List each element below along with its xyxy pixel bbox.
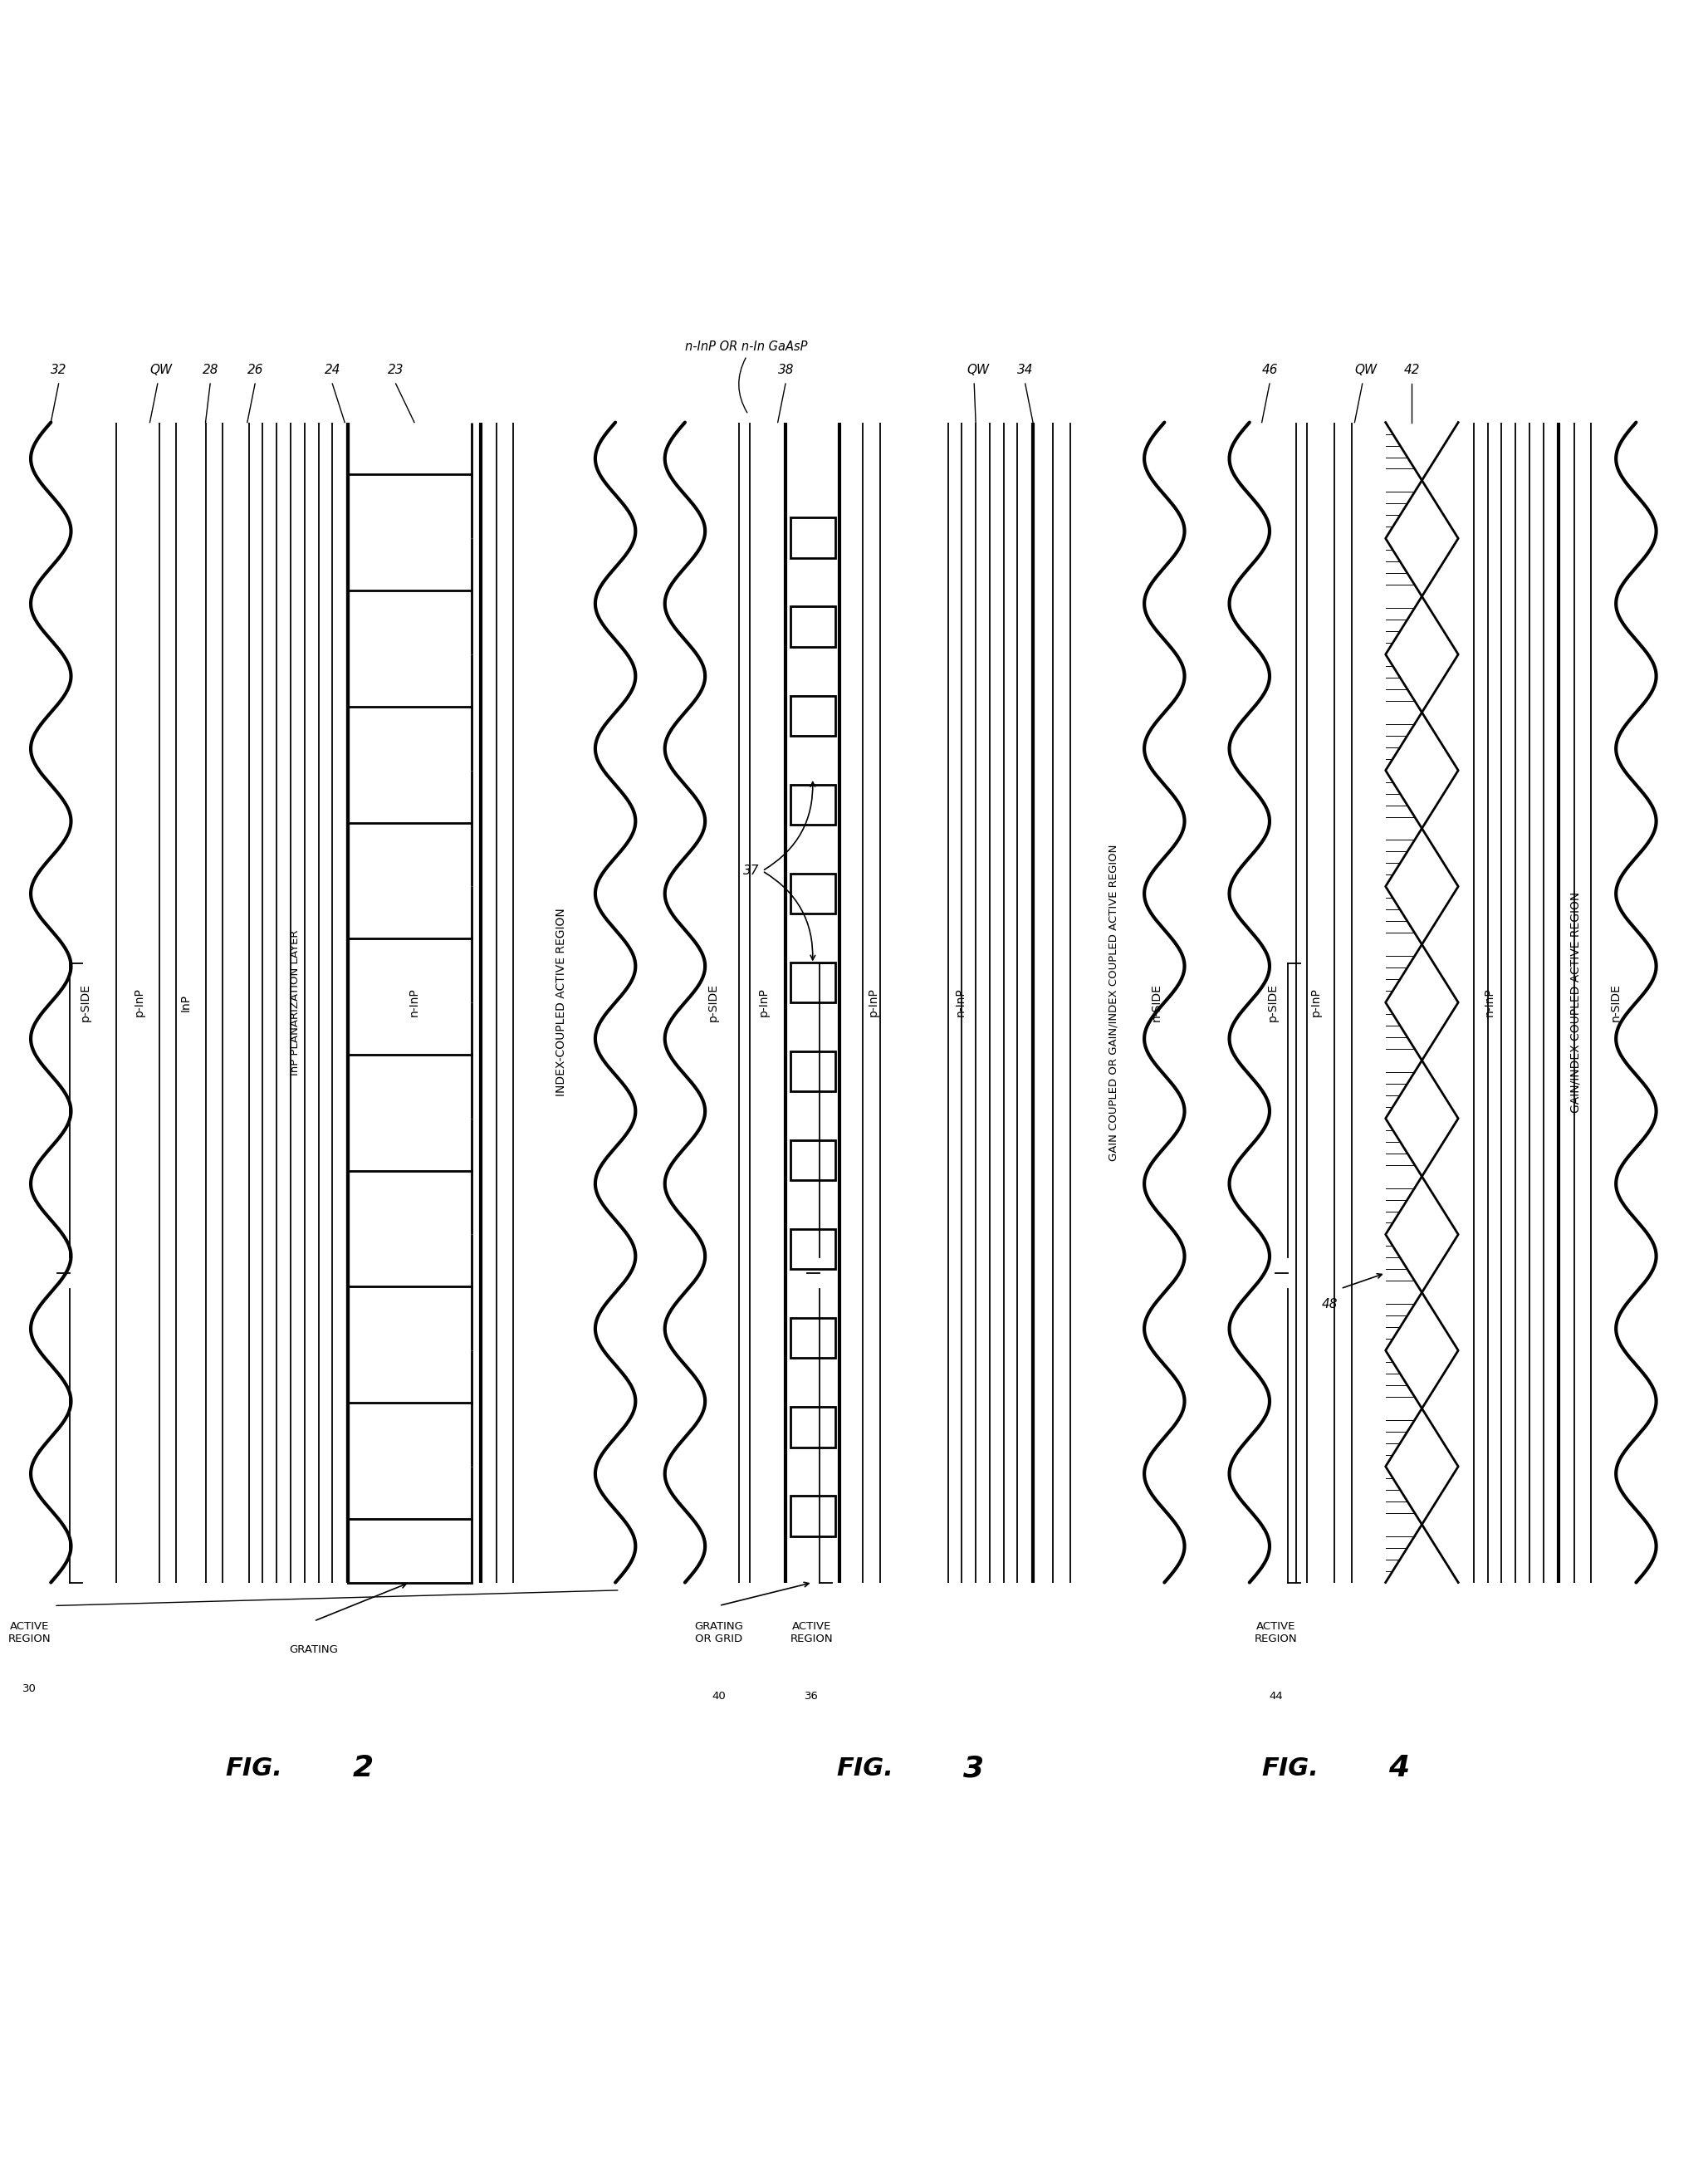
Text: p-InP: p-InP bbox=[1310, 987, 1322, 1018]
Text: 48: 48 bbox=[1322, 1298, 1337, 1309]
Text: FIG.: FIG. bbox=[225, 1755, 284, 1779]
Text: 28: 28 bbox=[203, 363, 219, 376]
Text: p-InP: p-InP bbox=[758, 987, 770, 1018]
Text: 46: 46 bbox=[1262, 363, 1278, 376]
Bar bbox=[791, 607, 835, 646]
Text: 4: 4 bbox=[1389, 1753, 1409, 1781]
Bar bbox=[791, 961, 835, 1003]
Text: QW: QW bbox=[1354, 363, 1377, 376]
Text: 3: 3 bbox=[963, 1753, 984, 1781]
Text: p-SIDE: p-SIDE bbox=[79, 983, 91, 1022]
Text: 23: 23 bbox=[388, 363, 405, 376]
Text: GRATING
OR GRID: GRATING OR GRID bbox=[695, 1620, 743, 1644]
Text: n-SIDE: n-SIDE bbox=[1151, 983, 1163, 1022]
Text: 36: 36 bbox=[804, 1690, 818, 1701]
Bar bbox=[791, 1496, 835, 1536]
Text: n-InP: n-InP bbox=[408, 987, 420, 1018]
Text: FIG.: FIG. bbox=[837, 1755, 893, 1779]
Bar bbox=[791, 1051, 835, 1092]
Text: 32: 32 bbox=[51, 363, 67, 376]
Text: n-InP: n-InP bbox=[955, 987, 967, 1018]
Text: ACTIVE
REGION: ACTIVE REGION bbox=[791, 1620, 834, 1644]
Text: InP: InP bbox=[179, 994, 191, 1011]
Bar bbox=[791, 1407, 835, 1446]
Text: FIG.: FIG. bbox=[1262, 1755, 1319, 1779]
Bar bbox=[791, 696, 835, 735]
Text: ACTIVE
REGION: ACTIVE REGION bbox=[9, 1620, 51, 1644]
Text: p-SIDE: p-SIDE bbox=[1267, 983, 1279, 1022]
Text: 42: 42 bbox=[1404, 363, 1421, 376]
Bar bbox=[791, 1229, 835, 1270]
Text: GAIN COUPLED OR GAIN/INDEX COUPLED ACTIVE REGION: GAIN COUPLED OR GAIN/INDEX COUPLED ACTIV… bbox=[1108, 844, 1119, 1161]
Text: QW: QW bbox=[967, 363, 989, 376]
Text: n-InP: n-InP bbox=[1483, 987, 1494, 1018]
Bar bbox=[791, 518, 835, 557]
Text: 26: 26 bbox=[248, 363, 263, 376]
Text: 24: 24 bbox=[325, 363, 342, 376]
Bar bbox=[791, 1140, 835, 1181]
Text: n-InP OR n-In GaAsP: n-InP OR n-In GaAsP bbox=[685, 339, 808, 352]
Text: 40: 40 bbox=[712, 1690, 726, 1701]
Text: InP PLANARIZATION LAYER: InP PLANARIZATION LAYER bbox=[290, 929, 301, 1074]
Text: INDEX-COUPLED ACTIVE REGION: INDEX-COUPLED ACTIVE REGION bbox=[555, 909, 567, 1096]
Text: 34: 34 bbox=[1018, 363, 1033, 376]
Bar bbox=[791, 1318, 835, 1357]
Text: 44: 44 bbox=[1269, 1690, 1283, 1701]
Bar bbox=[791, 785, 835, 824]
Text: p-InP: p-InP bbox=[133, 987, 145, 1018]
Text: n-SIDE: n-SIDE bbox=[1611, 983, 1623, 1022]
Text: 37: 37 bbox=[743, 866, 758, 877]
Text: p-SIDE: p-SIDE bbox=[707, 983, 719, 1022]
Text: GRATING: GRATING bbox=[289, 1644, 338, 1655]
Text: p-InP: p-InP bbox=[868, 987, 880, 1018]
Text: 30: 30 bbox=[22, 1683, 36, 1694]
Text: GAIN/INDEX COUPLED ACTIVE REGION: GAIN/INDEX COUPLED ACTIVE REGION bbox=[1570, 892, 1582, 1114]
Text: ACTIVE
REGION: ACTIVE REGION bbox=[1254, 1620, 1296, 1644]
Text: 38: 38 bbox=[777, 363, 794, 376]
Bar bbox=[791, 874, 835, 913]
Text: QW: QW bbox=[150, 363, 173, 376]
Text: 2: 2 bbox=[352, 1753, 374, 1781]
